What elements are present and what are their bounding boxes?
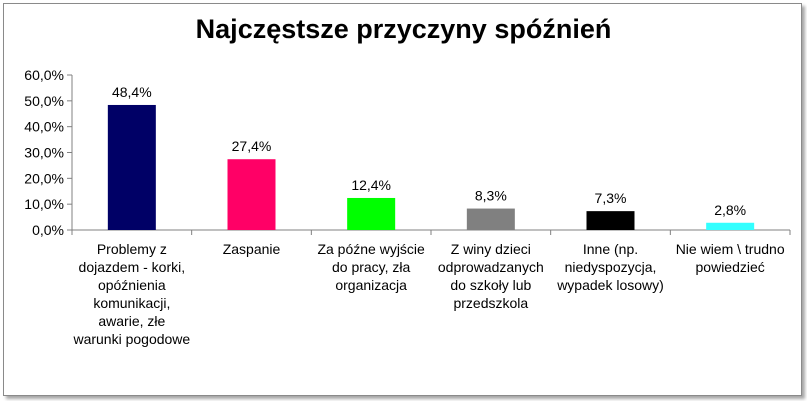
bar bbox=[227, 159, 276, 230]
y-tick-label: 0,0% bbox=[32, 222, 64, 238]
y-tick-label: 50,0% bbox=[24, 93, 64, 109]
data-label: 2,8% bbox=[714, 202, 746, 218]
data-label: 7,3% bbox=[595, 190, 627, 206]
chart-title: Najczęstsze przyczyny spóźnień bbox=[195, 14, 612, 44]
data-label: 27,4% bbox=[232, 138, 272, 154]
data-label: 8,3% bbox=[475, 188, 507, 204]
data-label: 12,4% bbox=[351, 177, 391, 193]
x-category-label: Inne (np. niedyspozycja, wypadek losowy) bbox=[557, 241, 664, 293]
bar bbox=[586, 211, 635, 230]
y-tick-label: 10,0% bbox=[24, 196, 64, 212]
bar bbox=[706, 222, 755, 230]
y-tick-label: 30,0% bbox=[24, 145, 64, 161]
x-category-label: Problemy z dojazdem - korki, opóźnienia … bbox=[73, 241, 191, 347]
y-tick-label: 20,0% bbox=[24, 170, 64, 186]
bar bbox=[107, 104, 156, 230]
bar bbox=[466, 208, 515, 230]
x-category-label: Za późne wyjście do pracy, zła organizac… bbox=[317, 241, 425, 293]
x-category-label: Nie wiem \ trudno powiedzieć bbox=[675, 241, 785, 275]
x-category-label: Z winy dzieci odprowadzanych do szkoły l… bbox=[437, 241, 544, 311]
x-category-label: Zaspanie bbox=[222, 241, 281, 257]
data-label: 48,4% bbox=[112, 84, 152, 100]
y-tick-label: 60,0% bbox=[24, 67, 64, 83]
y-tick-label: 40,0% bbox=[24, 119, 64, 135]
bar bbox=[347, 197, 396, 230]
